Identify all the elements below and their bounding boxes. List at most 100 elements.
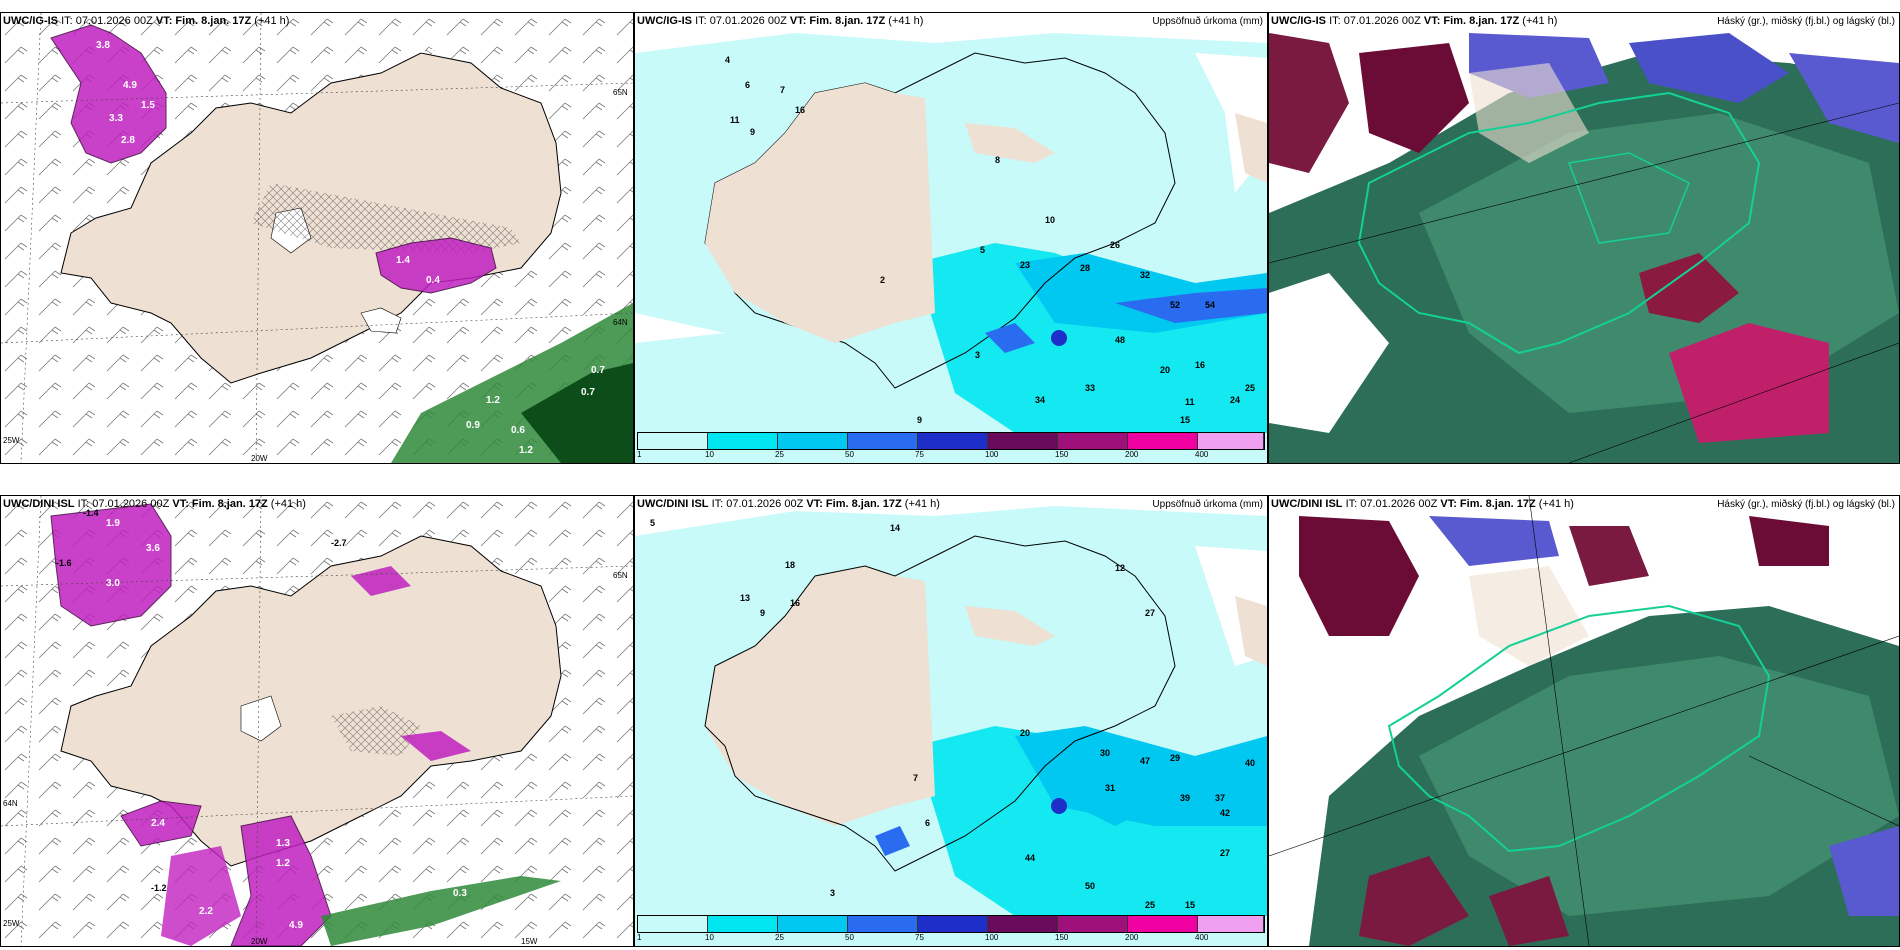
colorbar-swatch <box>778 433 848 449</box>
lon-label-20w: 20W <box>251 454 268 463</box>
precip-value: 16 <box>1195 360 1205 370</box>
precip-value: 31 <box>1105 783 1115 793</box>
precip-value: 32 <box>1140 270 1150 280</box>
wind-value: 0.3 <box>453 888 467 899</box>
valid-time: Fim. 8.jan. 17Z <box>1459 498 1536 510</box>
colorbar-swatch <box>918 916 988 932</box>
precip-area-east <box>375 237 497 294</box>
valid-time: Fim. 8.jan. 17Z <box>809 15 886 27</box>
model-name: UWC/IG-IS <box>1271 15 1326 27</box>
precip-value: 7 <box>780 85 785 95</box>
precip-value: 6 <box>925 818 930 828</box>
colorbar-swatch <box>708 916 778 932</box>
cloud-map-bottom <box>1269 496 1899 946</box>
wind-value: -2.7 <box>331 538 347 548</box>
precip-value: 27 <box>1145 608 1155 618</box>
colorbar-tick: 75 <box>915 933 924 942</box>
colorbar-tick: 400 <box>1195 933 1209 942</box>
precip-value: 5 <box>650 518 655 528</box>
colorbar-swatch <box>848 433 918 449</box>
model-name: UWC/DINI ISL <box>1271 498 1343 510</box>
valid-time: Fim. 8.jan. 17Z <box>825 498 902 510</box>
panel-title: Háský (gr.), miðský (fj.bl.) og lágský (… <box>1717 499 1895 510</box>
panel-header: UWC/IG-IS IT: 07.01.2026 00Z VT: Fim. 8.… <box>1271 15 1557 27</box>
precip-value: 14 <box>890 523 900 533</box>
wind-value: 3.0 <box>106 578 120 589</box>
wind-value: 2.2 <box>199 906 213 917</box>
precip-value: 48 <box>1115 335 1125 345</box>
lon-label-25w: 25W <box>3 919 20 928</box>
wind-map-top: 65N 64N 25W 20W 3.8 1.3 4.9 3.3 1.5 2.8 … <box>1 13 633 463</box>
colorbar-tick: 150 <box>1055 933 1069 942</box>
wind-value: 1.2 <box>276 858 290 869</box>
colorbar-tick: 50 <box>845 933 854 942</box>
precip-value: 47 <box>1140 756 1150 766</box>
colorbar-swatch <box>988 916 1058 932</box>
precip-value: 5 <box>980 245 985 255</box>
colorbar-tick: 200 <box>1125 450 1139 459</box>
wind-value: 4.9 <box>289 920 303 931</box>
precip-value: 30 <box>1100 748 1110 758</box>
colorbar-swatch <box>638 916 708 932</box>
colorbar-swatch <box>638 433 708 449</box>
colorbar-tick: 100 <box>985 450 999 459</box>
precip-value: 37 <box>1215 793 1225 803</box>
precip-value: 40 <box>1245 758 1255 768</box>
colorbar-tick: 400 <box>1195 450 1209 459</box>
precip-value: 24 <box>1230 395 1240 405</box>
wind-value: 1.3 <box>421 45 435 56</box>
model-name: UWC/DINI ISL <box>3 498 75 510</box>
colorbar-swatch <box>1128 433 1198 449</box>
precip-area-northwest <box>50 503 172 627</box>
colorbar-tick: 200 <box>1125 933 1139 942</box>
precip-value: 16 <box>790 598 800 608</box>
model-name: UWC/IG-IS <box>637 15 692 27</box>
lon-label-25w: 25W <box>3 436 20 445</box>
cloud-map-top <box>1269 13 1899 463</box>
init-time: IT: 07.01.2026 00Z <box>1329 15 1421 27</box>
lead-time: (+41 h) <box>904 498 940 510</box>
panel-header: UWC/DINI ISL IT: 07.01.2026 00Z VT: Fim.… <box>637 498 940 510</box>
precip-value: 15 <box>1185 900 1195 910</box>
precip-colorbar <box>637 432 1265 450</box>
precip-value: 27 <box>1220 848 1230 858</box>
precip-value: 26 <box>1110 240 1120 250</box>
precip-map-top <box>635 13 1267 463</box>
precip-value: 9 <box>917 415 922 425</box>
lat-label-64n: 64N <box>3 799 18 808</box>
precip-value: 10 <box>1045 215 1055 225</box>
lead-time: (+41 h) <box>254 15 290 27</box>
wind-panel-top: 65N 64N 25W 20W 3.8 1.3 4.9 3.3 1.5 2.8 … <box>0 12 634 464</box>
init-time: IT: 07.01.2026 00Z <box>61 15 153 27</box>
valid-time: Fim. 8.jan. 17Z <box>1443 15 1520 27</box>
colorbar-swatch <box>1198 916 1264 932</box>
lon-label-15w: 15W <box>521 937 538 946</box>
panel-header: UWC/IG-IS IT: 07.01.2026 00Z VT: Fim. 8.… <box>637 15 923 27</box>
vt-label: VT: <box>806 498 823 510</box>
precip-value: 8 <box>995 155 1000 165</box>
precip-value: 52 <box>1170 300 1180 310</box>
panel-title: Háský (gr.), miðský (fj.bl.) og lágský (… <box>1717 16 1895 27</box>
init-time: IT: 07.01.2026 00Z <box>711 498 804 510</box>
wind-value: 1.3 <box>276 838 290 849</box>
wind-value: 1.8 <box>336 898 350 909</box>
wind-value: 1.5 <box>141 100 155 111</box>
precip-area-southwest <box>120 800 202 847</box>
precip-panel-bottom: UWC/DINI ISL IT: 07.01.2026 00Z VT: Fim.… <box>634 495 1268 947</box>
wind-value: -1.4 <box>83 508 99 518</box>
precip-value: 39 <box>1180 793 1190 803</box>
cloud-panel-bottom: UWC/DINI ISL IT: 07.01.2026 00Z VT: Fim.… <box>1268 495 1900 947</box>
panel-header: UWC/DINI ISL IT: 07.01.2026 00Z VT: Fim.… <box>1271 498 1574 510</box>
precip-value: 6 <box>745 80 750 90</box>
wind-value: 4.9 <box>123 80 137 91</box>
colorbar-swatch <box>918 433 988 449</box>
precip-value: 54 <box>1205 300 1215 310</box>
colorbar-tick: 1 <box>637 933 642 942</box>
colorbar-swatch <box>778 916 848 932</box>
colorbar-tick: 10 <box>705 450 714 459</box>
vt-label: VT: <box>172 498 189 510</box>
precip-value: 50 <box>1085 881 1095 891</box>
wind-value: 0.9 <box>466 420 480 431</box>
lat-label-65n: 65N <box>613 571 628 580</box>
precip-value: 11 <box>1185 397 1195 407</box>
